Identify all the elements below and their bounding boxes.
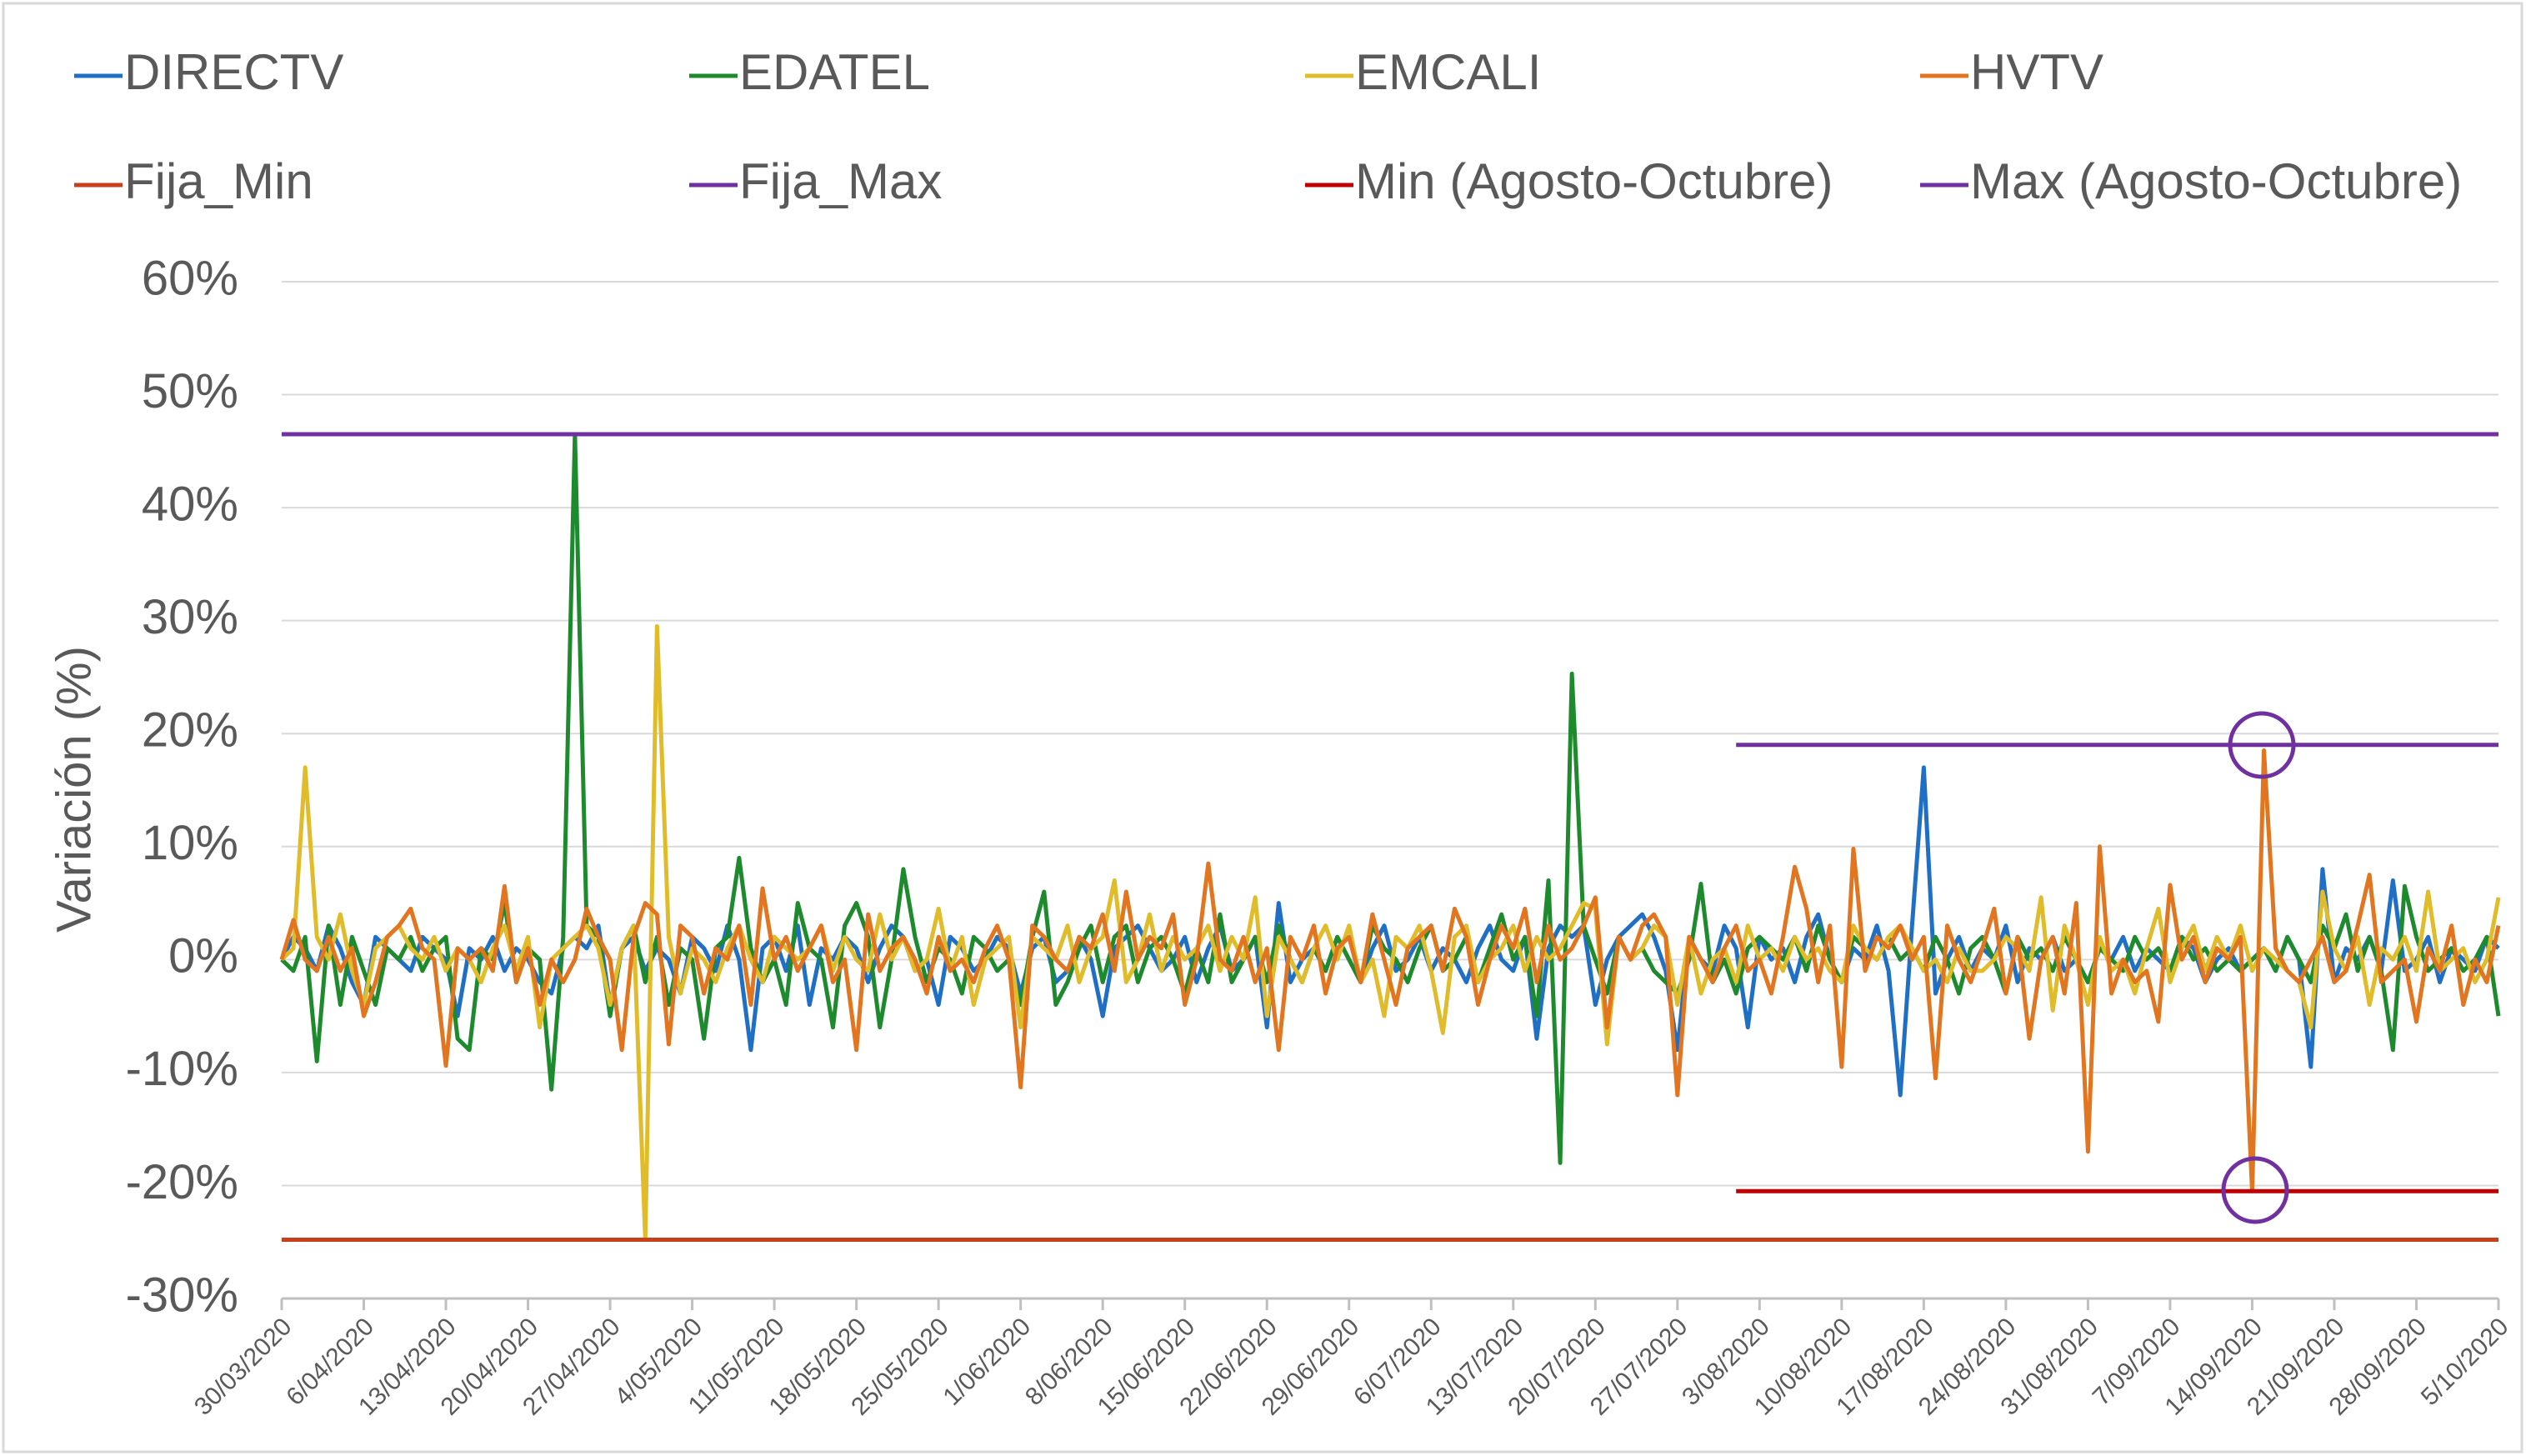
legend: DIRECTV EDATEL EMCALI HVTV Fija_Min Fija_Max M… (74, 44, 2462, 209)
y-tick-label: 30% (142, 590, 238, 644)
y-tick-label: 20% (142, 703, 238, 758)
y-tick-label: 60% (142, 251, 238, 305)
highlight-circle (2228, 711, 2296, 779)
legend-label: Fija_Max (739, 153, 942, 209)
legend-label: Fija_Min (124, 153, 313, 209)
y-tick-label: 50% (142, 364, 238, 418)
series-line (279, 748, 2501, 1193)
legend-label: DIRECTV (124, 44, 343, 100)
y-tick-label: -20% (126, 1155, 238, 1209)
y-axis-title: Variación (%) (47, 646, 101, 933)
legend-label: HVTV (1970, 44, 2103, 100)
highlight-circle (2221, 1156, 2289, 1224)
legend-label: Min (Agosto-Octubre) (1355, 153, 1833, 209)
plot-area (279, 432, 2501, 1243)
legend-label: EDATEL (739, 44, 930, 100)
y-tick-label: -30% (126, 1268, 238, 1322)
y-tick-label: 10% (142, 816, 238, 870)
y-tick-label: 0% (168, 929, 238, 983)
y-tick-label: 40% (142, 477, 238, 531)
y-tick-label: -10% (126, 1042, 238, 1096)
legend-label: EMCALI (1355, 44, 1541, 100)
legend-label: Max (Agosto-Octubre) (1970, 153, 2462, 209)
